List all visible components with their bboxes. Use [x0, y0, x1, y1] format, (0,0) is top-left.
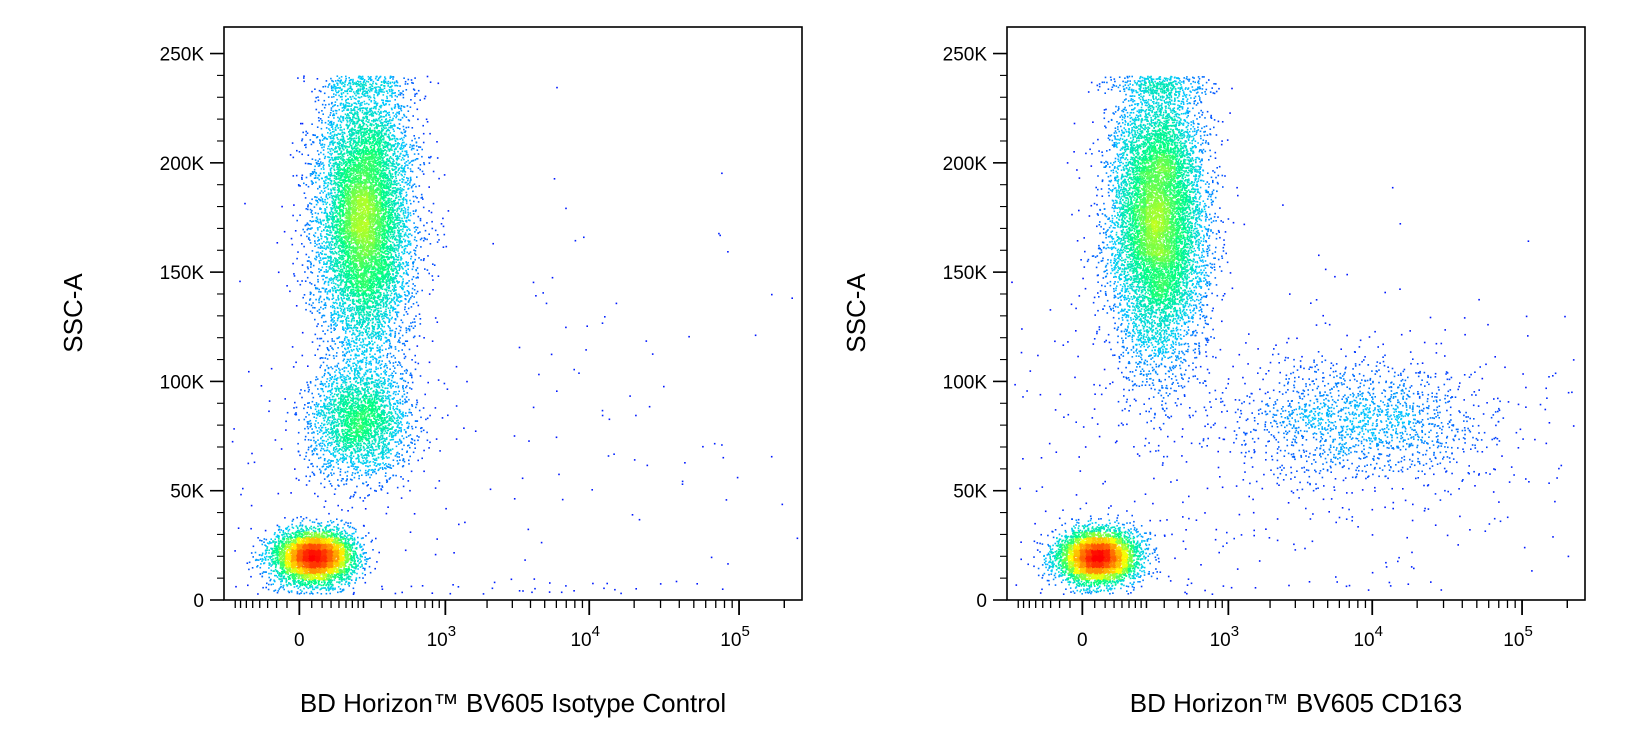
event-dot	[361, 565, 363, 567]
plot-frame	[224, 27, 802, 600]
event-dot	[294, 586, 296, 588]
event-dot	[348, 585, 350, 587]
event-dot	[284, 517, 286, 519]
event-dot	[272, 583, 274, 585]
event-dot	[357, 568, 359, 570]
event-dot	[321, 522, 323, 524]
event-dot	[362, 537, 364, 539]
event-dot	[268, 552, 270, 554]
event-dot	[375, 538, 377, 540]
event-dot	[299, 593, 301, 595]
event-dot	[292, 527, 294, 529]
event-dot	[263, 541, 265, 543]
event-dot	[345, 522, 347, 524]
event-dot	[280, 584, 282, 586]
event-dot	[304, 593, 306, 595]
event-dot	[353, 553, 355, 555]
event-dot	[334, 579, 336, 581]
event-dot	[277, 557, 279, 559]
event-dot	[283, 589, 285, 591]
event-dot	[274, 534, 276, 536]
event-dot	[312, 589, 314, 591]
event-dot	[238, 527, 240, 529]
event-dot	[306, 517, 308, 519]
event-dot	[311, 591, 313, 593]
event-dot	[364, 559, 366, 561]
event-dot	[382, 588, 384, 590]
event-dot	[347, 541, 349, 543]
event-dot	[253, 546, 255, 548]
event-dot	[369, 566, 371, 568]
event-dot	[337, 534, 339, 536]
event-dot	[287, 584, 289, 586]
event-dot	[356, 573, 358, 575]
event-dot	[355, 529, 357, 531]
event-dot	[265, 571, 267, 573]
event-dot	[303, 518, 305, 520]
event-dot	[362, 577, 364, 579]
event-dot	[323, 587, 325, 589]
event-dot	[369, 557, 371, 559]
event-dot	[350, 569, 352, 571]
event-dot	[268, 584, 270, 586]
event-dot	[260, 558, 262, 560]
event-dot	[345, 565, 347, 567]
event-dot	[359, 577, 361, 579]
event-dot	[282, 587, 284, 589]
event-dot	[270, 573, 272, 575]
event-dot	[255, 552, 257, 554]
event-dot	[234, 550, 236, 552]
event-dot	[312, 585, 314, 587]
event-dot	[336, 581, 338, 583]
event-dot	[342, 527, 344, 529]
event-dot	[338, 586, 340, 588]
event-dot	[357, 537, 359, 539]
event-dot	[356, 577, 358, 579]
event-dot	[257, 537, 259, 539]
